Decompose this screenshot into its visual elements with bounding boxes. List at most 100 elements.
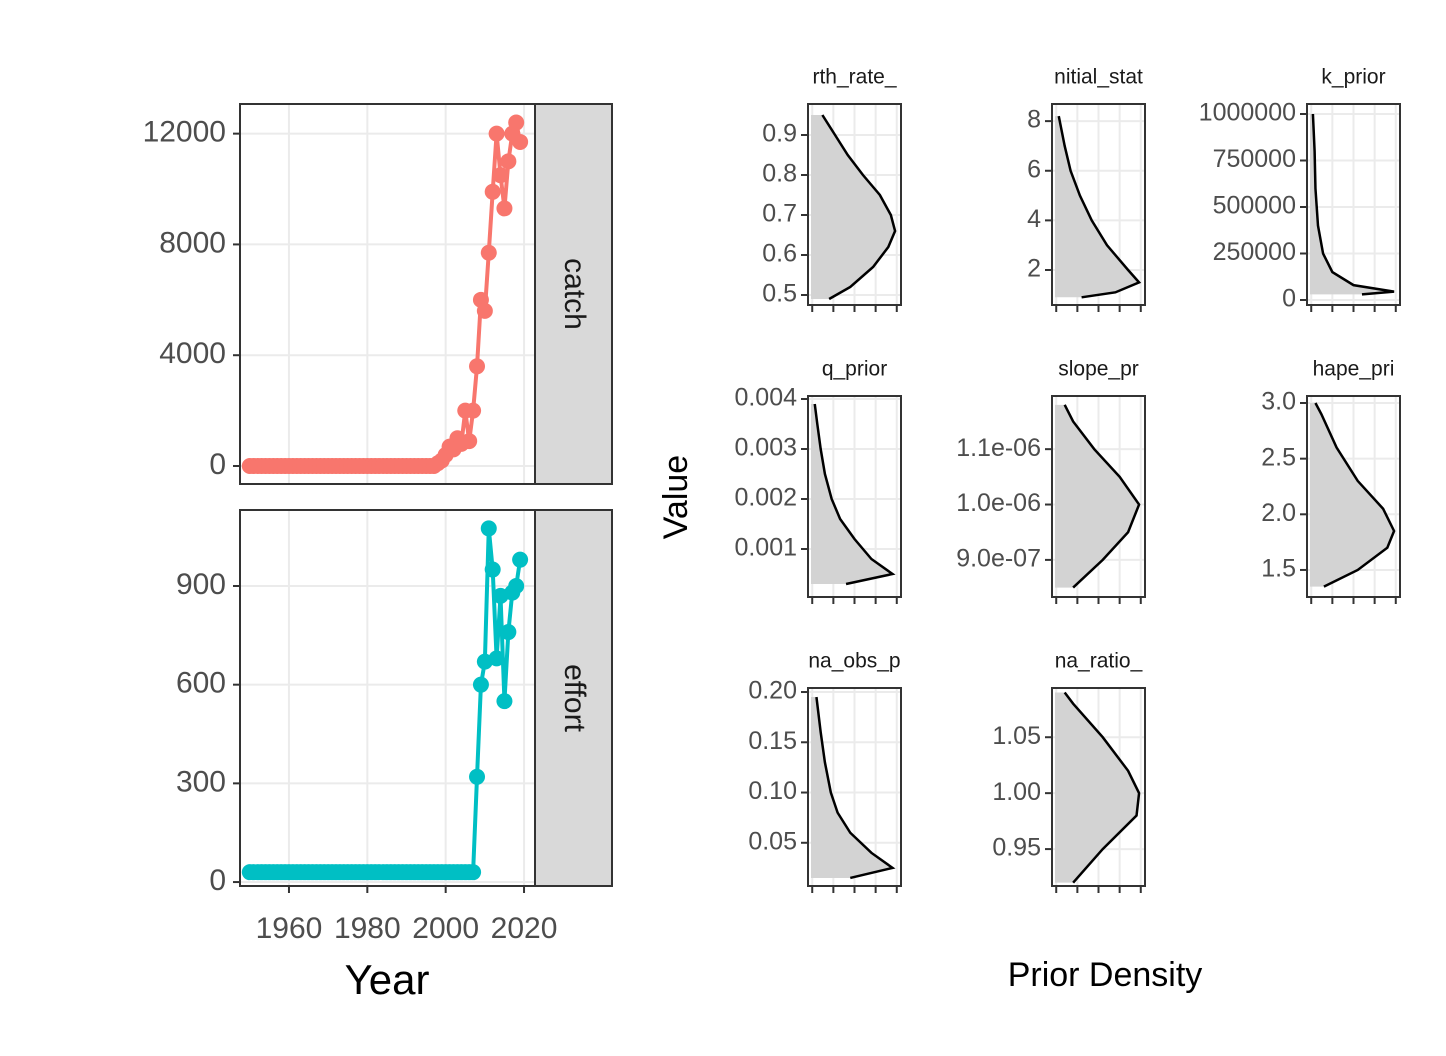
density-line <box>1063 691 1141 884</box>
data-point <box>496 200 513 217</box>
y-tick-label: 0.20 <box>748 677 797 705</box>
y-tick-label: 0.95 <box>992 834 1041 862</box>
data-point <box>469 768 486 785</box>
y-tick-label: 0 <box>209 864 226 897</box>
y-tick-label: 0.003 <box>734 434 797 462</box>
y-tick-label: 0 <box>209 448 226 481</box>
y-tick-label: 0.9 <box>762 120 797 148</box>
y-tick-label: 300 <box>176 765 226 798</box>
panel-border <box>1051 103 1146 306</box>
panel-border <box>807 395 902 598</box>
y-axis-title: Value <box>657 455 695 539</box>
y-tick-label: 750000 <box>1213 145 1296 173</box>
data-point <box>500 153 517 170</box>
data-point <box>472 676 489 693</box>
panel-background <box>240 104 535 484</box>
y-tick-label: 0.10 <box>748 777 797 805</box>
x-tick-label: 1980 <box>334 912 401 945</box>
y-tick-label: 1.0e-06 <box>956 489 1041 517</box>
panel-border <box>1306 103 1401 306</box>
density-area <box>811 115 896 299</box>
density-area <box>1310 403 1395 587</box>
y-tick-label: 4000 <box>159 337 226 370</box>
data-point <box>461 433 478 450</box>
strip <box>534 103 613 485</box>
panel-title: q_prior <box>822 358 887 381</box>
x-tick-label: 2000 <box>412 912 479 945</box>
density-line <box>1057 115 1142 299</box>
y-tick-label: 0.05 <box>748 827 797 855</box>
data-point <box>488 650 505 667</box>
panel-border <box>807 687 902 887</box>
density-line <box>815 696 896 880</box>
y-tick-label: 9.0e-07 <box>956 545 1041 573</box>
data-point <box>465 402 482 419</box>
y-tick-label: 1.5 <box>1261 555 1296 583</box>
y-tick-label: 4 <box>1027 205 1041 233</box>
y-tick-label: 1.1e-06 <box>956 434 1041 462</box>
density-area <box>1310 113 1395 295</box>
y-tick-label: 900 <box>176 568 226 601</box>
density-area <box>1055 692 1140 883</box>
density-area <box>1055 116 1140 298</box>
data-point <box>465 864 482 881</box>
strip-label: effort <box>558 664 591 732</box>
density-line <box>1063 404 1141 589</box>
data-point <box>508 114 525 131</box>
y-tick-label: 1.05 <box>992 722 1041 750</box>
panel-title: hape_pri <box>1313 358 1395 381</box>
y-tick-label: 0.001 <box>734 534 797 562</box>
data-point <box>484 561 501 578</box>
panel-border <box>807 103 902 306</box>
panel-title: na_obs_p <box>808 650 900 673</box>
y-tick-label: 8000 <box>159 226 226 259</box>
y-tick-label: 250000 <box>1213 238 1296 266</box>
data-point <box>496 693 513 710</box>
panel-title: rth_rate_ <box>812 66 896 89</box>
y-tick-label: 8 <box>1027 106 1041 134</box>
data-point <box>488 125 505 142</box>
y-tick-label: 500000 <box>1213 192 1296 220</box>
y-tick-label: 6 <box>1027 155 1041 183</box>
density-line <box>1314 402 1396 588</box>
density-line <box>813 403 896 586</box>
y-tick-label: 0.002 <box>734 484 797 512</box>
x-axis-title: Year <box>345 956 430 1003</box>
density-line <box>1311 113 1395 296</box>
y-tick-label: 2.5 <box>1261 443 1296 471</box>
data-point <box>484 183 501 200</box>
y-tick-label: 0.6 <box>762 240 797 268</box>
panel-border <box>1051 395 1146 598</box>
x-tick-label: 2020 <box>491 912 558 945</box>
strip <box>534 509 613 887</box>
density-line <box>821 114 897 301</box>
density-area <box>811 697 893 878</box>
y-tick-label: 600 <box>176 667 226 700</box>
data-point <box>492 167 509 184</box>
y-tick-label: 12000 <box>143 116 226 149</box>
density-area <box>811 404 893 584</box>
y-tick-label: 1000000 <box>1199 99 1296 127</box>
panel-border <box>1051 687 1146 887</box>
panel-title: k_prior <box>1321 66 1385 89</box>
data-point <box>500 624 517 641</box>
data-point <box>508 577 525 594</box>
y-tick-label: 0.5 <box>762 280 797 308</box>
y-tick-label: 3.0 <box>1261 388 1296 416</box>
x-tick-label: 1960 <box>256 912 323 945</box>
y-tick-label: 0 <box>1282 285 1296 313</box>
y-tick-label: 0.8 <box>762 160 797 188</box>
y-tick-label: 1.00 <box>992 778 1041 806</box>
y-tick-label: 0.7 <box>762 200 797 228</box>
data-point <box>480 244 497 261</box>
y-tick-label: 0.004 <box>734 384 797 412</box>
data-point <box>476 302 493 319</box>
data-point <box>469 358 486 375</box>
panel-border <box>1306 395 1401 598</box>
data-point <box>480 520 497 537</box>
strip-label: catch <box>558 258 591 330</box>
data-point <box>512 133 529 150</box>
y-tick-label: 0.15 <box>748 727 797 755</box>
panel-title: na_ratio_ <box>1055 650 1143 673</box>
